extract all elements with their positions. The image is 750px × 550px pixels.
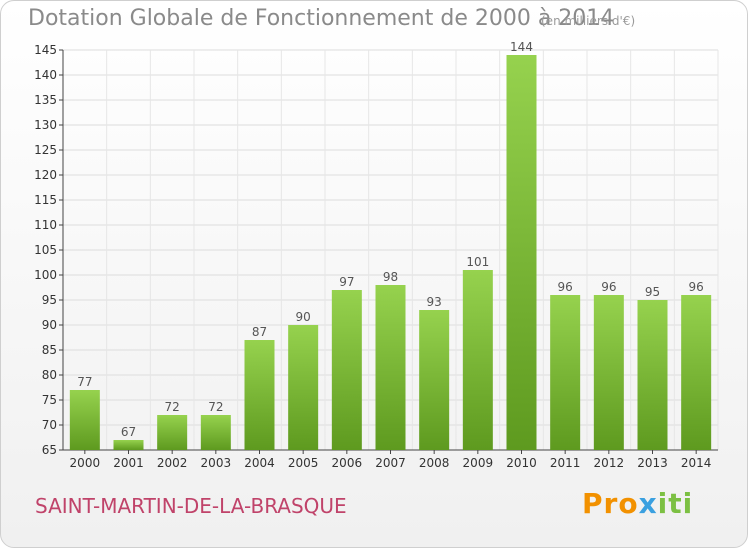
value-label: 101 — [466, 255, 489, 269]
bar — [331, 290, 362, 450]
x-tick-label: 2002 — [157, 456, 188, 470]
bar — [419, 310, 450, 450]
x-tick-label: 2010 — [506, 456, 537, 470]
bar — [244, 340, 275, 450]
x-tick-label: 2004 — [244, 456, 275, 470]
y-tick-label: 105 — [34, 243, 57, 257]
x-tick-label: 2000 — [70, 456, 101, 470]
proxiti-logo[interactable]: Proxiti — [582, 487, 693, 520]
x-tick-label: 2006 — [332, 456, 363, 470]
commune-name: SAINT-MARTIN-DE-LA-BRASQUE — [35, 494, 347, 518]
y-tick-label: 135 — [34, 93, 57, 107]
value-label: 97 — [339, 275, 354, 289]
bar — [157, 415, 188, 450]
value-label: 72 — [208, 400, 223, 414]
y-tick-label: 95 — [42, 293, 57, 307]
bar — [550, 295, 581, 450]
x-tick-label: 2008 — [419, 456, 450, 470]
chart-title: Dotation Globale de Fonctionnement de 20… — [28, 6, 615, 31]
x-tick-label: 2003 — [201, 456, 232, 470]
logo-part-2: x — [638, 487, 658, 520]
y-tick-label: 70 — [42, 418, 57, 432]
value-label: 96 — [601, 280, 616, 294]
y-tick-label: 80 — [42, 368, 57, 382]
x-tick-label: 2005 — [288, 456, 319, 470]
y-tick-labels: 65 70 75 80 85 90 95 100 105 110 115 120 125 130 135 14… — [34, 43, 57, 457]
value-label: 87 — [252, 325, 267, 339]
y-tick-label: 65 — [42, 443, 57, 457]
bar — [375, 285, 406, 450]
value-label: 72 — [165, 400, 180, 414]
y-tick-label: 115 — [34, 193, 57, 207]
bar — [200, 415, 231, 450]
value-label: 90 — [296, 310, 311, 324]
y-tick-label: 125 — [34, 143, 57, 157]
bar — [113, 440, 144, 450]
bar — [637, 300, 668, 450]
y-tick-label: 140 — [34, 68, 57, 82]
bar — [288, 325, 319, 450]
logo-part-1: Pro — [582, 487, 639, 520]
chart-subtitle: (en milliers d'€) — [541, 14, 636, 28]
y-tick-label: 130 — [34, 118, 57, 132]
value-label: 77 — [77, 375, 92, 389]
y-tick-label: 90 — [42, 318, 57, 332]
bars — [69, 55, 712, 450]
x-tick-label: 2007 — [375, 456, 406, 470]
value-labels: 77 67 72 72 87 90 97 98 93 101 144 96 96 95 96 — [77, 40, 704, 439]
y-tick-label: 110 — [34, 218, 57, 232]
y-tick-label: 75 — [42, 393, 57, 407]
value-label: 67 — [121, 425, 136, 439]
value-label: 144 — [510, 40, 533, 54]
logo-part-3: iti — [657, 487, 694, 520]
y-tick-label: 85 — [42, 343, 57, 357]
value-label: 93 — [427, 295, 442, 309]
bar — [593, 295, 624, 450]
value-label: 95 — [645, 285, 660, 299]
y-tick-label: 145 — [34, 43, 57, 57]
x-tick-label: 2014 — [681, 456, 712, 470]
y-tick-label: 120 — [34, 168, 57, 182]
x-tick-label: 2001 — [113, 456, 144, 470]
bar — [462, 270, 493, 450]
bar — [681, 295, 712, 450]
value-label: 98 — [383, 270, 398, 284]
x-tick-label: 2013 — [637, 456, 668, 470]
value-label: 96 — [558, 280, 573, 294]
value-label: 96 — [689, 280, 704, 294]
x-tick-label: 2011 — [550, 456, 581, 470]
x-tick-labels: 2000 2001 2002 2003 2004 2005 2006 2007 2008 2009… — [70, 456, 712, 470]
x-tick-label: 2012 — [594, 456, 625, 470]
bar — [69, 390, 100, 450]
bar — [506, 55, 537, 450]
y-tick-label: 100 — [34, 268, 57, 282]
x-tick-label: 2009 — [463, 456, 494, 470]
